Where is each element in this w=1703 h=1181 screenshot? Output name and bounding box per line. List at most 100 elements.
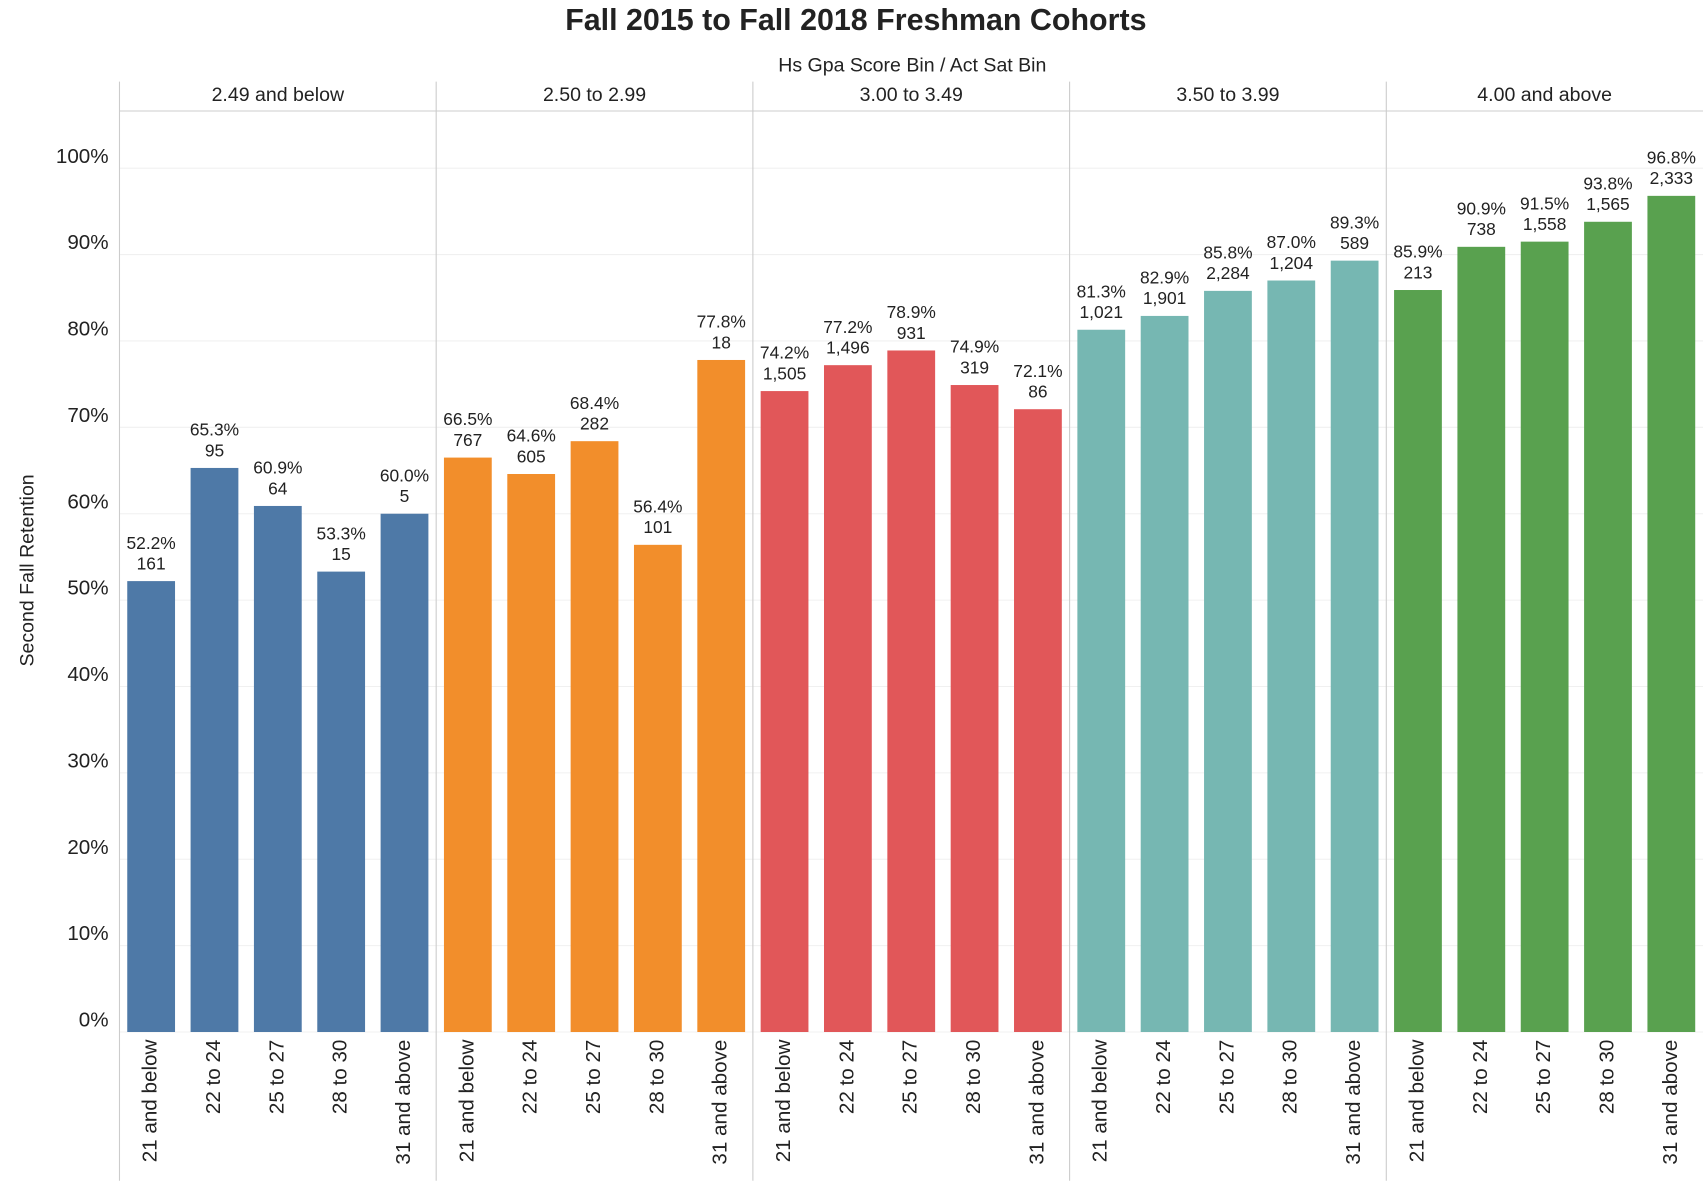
count-label: 1,496 xyxy=(826,337,869,357)
value-label: 74.9% xyxy=(950,337,999,357)
count-label: 86 xyxy=(1028,382,1047,402)
count-label: 64 xyxy=(268,478,288,498)
count-label: 5 xyxy=(400,486,410,506)
bar xyxy=(1077,329,1126,1032)
x-tick-label: 28 to 30 xyxy=(645,1040,668,1115)
x-tick-label: 31 and above xyxy=(1025,1040,1048,1165)
count-label: 589 xyxy=(1340,233,1369,253)
panel-header: 4.00 and above xyxy=(1477,84,1612,106)
y-tick-label: 0% xyxy=(79,1009,109,1032)
x-tick-label: 31 and above xyxy=(392,1040,415,1165)
y-tick-label: 70% xyxy=(67,404,108,427)
panel-header: 2.49 and below xyxy=(212,84,345,106)
count-label: 1,021 xyxy=(1080,302,1123,322)
count-label: 931 xyxy=(897,323,926,343)
bar xyxy=(1457,246,1506,1032)
y-axis-label: Second Fall Retention xyxy=(16,474,38,666)
count-label: 767 xyxy=(453,430,482,450)
count-label: 738 xyxy=(1467,219,1496,239)
count-label: 1,565 xyxy=(1586,194,1629,214)
count-label: 1,901 xyxy=(1143,288,1186,308)
count-label: 2,333 xyxy=(1650,168,1693,188)
y-tick-label: 40% xyxy=(67,663,108,686)
bar xyxy=(633,544,682,1032)
x-tick-label: 21 and below xyxy=(139,1039,162,1162)
x-tick-label: 25 to 27 xyxy=(1215,1040,1238,1115)
value-label: 60.0% xyxy=(380,465,429,485)
bar xyxy=(1267,280,1316,1032)
y-tick-label: 90% xyxy=(67,231,108,254)
x-tick-label: 25 to 27 xyxy=(899,1040,922,1115)
value-label: 65.3% xyxy=(190,420,239,440)
x-tick-label: 22 to 24 xyxy=(1152,1040,1175,1115)
chart-title: Fall 2015 to Fall 2018 Freshman Cohorts xyxy=(565,3,1146,37)
x-tick-label: 28 to 30 xyxy=(1279,1040,1302,1115)
bar xyxy=(1140,315,1189,1032)
y-tick-label: 50% xyxy=(67,577,108,600)
x-tick-label: 22 to 24 xyxy=(1469,1040,1492,1115)
x-tick-label: 28 to 30 xyxy=(1595,1040,1618,1115)
y-tick-label: 80% xyxy=(67,318,108,341)
count-label: 161 xyxy=(137,553,166,573)
x-tick-label: 25 to 27 xyxy=(582,1040,605,1115)
x-tick-label: 21 and below xyxy=(1405,1039,1428,1162)
y-tick-label: 30% xyxy=(67,749,108,772)
bar xyxy=(760,391,809,1032)
x-tick-label: 21 and below xyxy=(772,1039,795,1162)
value-label: 81.3% xyxy=(1077,281,1126,301)
value-label: 90.9% xyxy=(1457,198,1506,218)
bar xyxy=(950,385,999,1032)
bar xyxy=(190,467,239,1032)
y-tick-label: 20% xyxy=(67,836,108,859)
bar xyxy=(127,581,176,1032)
value-label: 93.8% xyxy=(1583,173,1632,193)
x-tick-label: 28 to 30 xyxy=(962,1040,985,1115)
x-tick-label: 21 and below xyxy=(455,1039,478,1162)
value-label: 78.9% xyxy=(887,302,936,322)
bar xyxy=(1584,221,1632,1032)
y-tick-label: 10% xyxy=(67,922,108,945)
value-label: 66.5% xyxy=(443,409,492,429)
count-label: 1,204 xyxy=(1270,253,1314,273)
x-tick-label: 31 and above xyxy=(1659,1040,1682,1165)
bar xyxy=(507,473,556,1032)
value-label: 77.8% xyxy=(697,312,746,332)
bar xyxy=(887,350,936,1032)
count-label: 1,558 xyxy=(1523,214,1566,234)
bar xyxy=(1204,290,1252,1032)
value-label: 91.5% xyxy=(1520,193,1569,213)
bar xyxy=(253,505,302,1032)
bar xyxy=(824,365,872,1032)
x-tick-label: 21 and below xyxy=(1089,1039,1112,1162)
value-label: 85.9% xyxy=(1393,242,1442,262)
panel-header: 3.00 to 3.49 xyxy=(860,84,963,106)
value-label: 56.4% xyxy=(633,496,682,516)
value-label: 64.6% xyxy=(507,426,556,446)
bar xyxy=(1330,260,1379,1032)
panel-header: 3.50 to 3.99 xyxy=(1176,84,1279,106)
bar xyxy=(1520,241,1569,1032)
bar xyxy=(380,513,429,1032)
x-tick-label: 25 to 27 xyxy=(265,1040,288,1115)
y-tick-label: 60% xyxy=(67,490,108,513)
value-label: 77.2% xyxy=(823,317,872,337)
value-label: 87.0% xyxy=(1267,232,1316,252)
x-tick-label: 28 to 30 xyxy=(329,1040,352,1115)
count-label: 1,505 xyxy=(763,363,806,383)
count-label: 605 xyxy=(517,446,546,466)
panel-header: 2.50 to 2.99 xyxy=(543,84,646,106)
x-tick-label: 22 to 24 xyxy=(202,1040,225,1115)
count-label: 95 xyxy=(205,440,224,460)
count-label: 213 xyxy=(1403,262,1432,282)
x-tick-label: 31 and above xyxy=(1342,1040,1365,1165)
bar xyxy=(443,457,492,1032)
value-label: 53.3% xyxy=(317,523,366,543)
count-label: 2,284 xyxy=(1206,263,1250,283)
x-tick-label: 22 to 24 xyxy=(519,1040,542,1115)
y-tick-label: 100% xyxy=(56,145,109,168)
value-label: 82.9% xyxy=(1140,268,1189,288)
count-label: 18 xyxy=(712,332,731,352)
bar xyxy=(697,359,746,1032)
